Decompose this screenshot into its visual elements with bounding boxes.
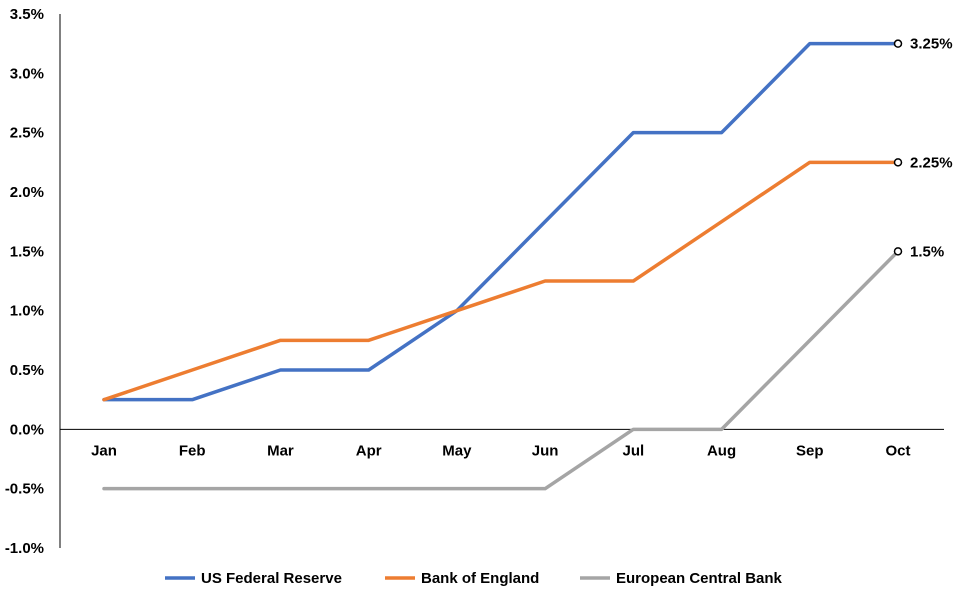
series-line-1	[102, 160, 900, 402]
legend-label: Bank of England	[421, 570, 539, 587]
x-tick-label: May	[442, 442, 472, 459]
x-tick-label: Oct	[885, 442, 910, 459]
end-label: 1.5%	[910, 243, 944, 260]
legend-label: US Federal Reserve	[201, 570, 342, 587]
y-tick-label: 2.5%	[10, 125, 44, 142]
y-tick-label: 0.0%	[10, 421, 44, 438]
y-tick-label: 0.5%	[10, 362, 44, 379]
legend: US Federal Reserve Bank of England Europea…	[165, 570, 783, 587]
x-tick-label: Jun	[532, 442, 559, 459]
end-marker	[893, 247, 903, 256]
y-tick-label: 3.0%	[10, 65, 44, 82]
x-tick-label: Sep	[796, 442, 824, 459]
x-tick-label: Jan	[91, 442, 117, 459]
y-tick-label: -0.5%	[5, 481, 44, 498]
x-tick-label: Jul	[622, 442, 644, 459]
legend-label: European Central Bank	[616, 570, 783, 587]
end-marker	[893, 39, 903, 48]
y-tick-label: 3.5%	[10, 6, 44, 23]
x-axis: Jan Feb Mar Apr May Jun Jul Aug Sep Oct	[60, 428, 944, 459]
y-tick-label: 1.5%	[10, 243, 44, 260]
series-line-0	[102, 41, 900, 402]
end-label: 2.25%	[910, 154, 953, 171]
y-tick-label: -1.0%	[5, 540, 44, 557]
x-tick-label: Aug	[707, 442, 736, 459]
series-lines	[102, 41, 900, 491]
x-tick-label: Mar	[267, 442, 294, 459]
y-tick-label: 1.0%	[10, 303, 44, 320]
y-axis: -1.0% -0.5% 0.0% 0.5% 1.0% 1.5% 2.0% 2.5% 3.0% 3.…	[5, 6, 61, 557]
y-tick-label: 2.0%	[10, 184, 44, 201]
x-tick-label: Apr	[356, 442, 382, 459]
end-label: 3.25%	[910, 36, 953, 53]
end-labels: 3.25% 2.25% 1.5%	[893, 36, 953, 260]
x-tick-label: Feb	[179, 442, 206, 459]
end-marker	[893, 158, 903, 167]
series-line-2	[102, 249, 900, 491]
